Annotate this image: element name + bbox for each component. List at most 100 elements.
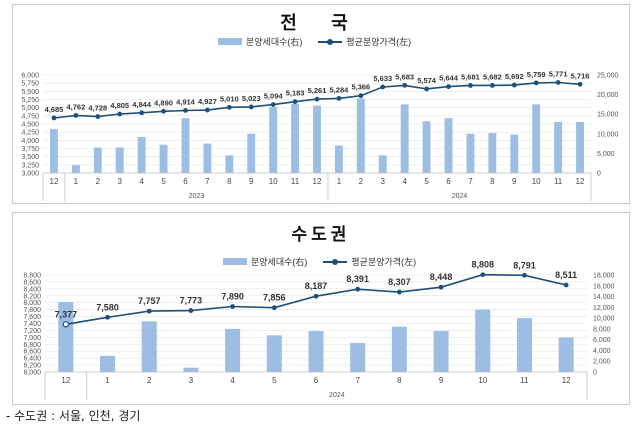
x-tick-label: 4 — [139, 177, 144, 186]
right-axis-tick: 25,000 — [597, 73, 619, 80]
right-axis-tick: 2,000 — [593, 359, 611, 366]
line-point — [161, 108, 166, 114]
bar — [100, 355, 116, 372]
left-axis-tick: 4,750 — [21, 113, 39, 120]
year-label: 2024 — [452, 193, 468, 200]
left-axis-tick: 5,250 — [21, 97, 39, 104]
bar — [554, 122, 563, 173]
data-label: 5,010 — [220, 94, 239, 103]
data-label: 7,757 — [138, 296, 161, 306]
line-point — [139, 110, 145, 116]
x-tick-label: 12 — [50, 177, 59, 186]
bar — [313, 105, 321, 173]
bar — [433, 331, 449, 372]
left-axis-tick: 6,600 — [23, 349, 41, 356]
line-point — [533, 80, 539, 86]
bar — [444, 118, 453, 173]
data-label: 5,261 — [308, 86, 327, 95]
x-tick-label: 4 — [402, 177, 407, 186]
data-label: 5,716 — [571, 71, 590, 80]
x-tick-label: 1 — [105, 376, 110, 385]
x-tick-label: 5 — [424, 177, 429, 186]
line-point — [205, 107, 210, 113]
x-tick-label: 6 — [183, 177, 188, 186]
line-point — [522, 272, 527, 278]
bar — [558, 337, 574, 372]
bar — [269, 107, 278, 173]
line-point — [511, 82, 517, 88]
data-label: 4,805 — [110, 101, 129, 110]
line-point — [446, 84, 451, 90]
left-axis-tick: 3,250 — [21, 162, 39, 169]
data-label: 7,580 — [96, 302, 119, 312]
legend-line-swatch — [318, 38, 343, 46]
data-label: 5,644 — [439, 74, 459, 83]
line-point — [480, 272, 486, 278]
data-label: 4,728 — [88, 104, 107, 113]
bar — [225, 328, 241, 372]
left-axis-tick: 8,400 — [23, 286, 41, 293]
legend-bar-swatch — [218, 38, 242, 45]
x-tick-label: 9 — [512, 177, 517, 186]
data-label: 8,791 — [513, 260, 536, 270]
right-axis-tick: 16,000 — [593, 283, 615, 290]
x-tick-label: 10 — [478, 376, 487, 385]
bar — [137, 136, 146, 173]
bar — [510, 134, 519, 173]
data-label: 7,377 — [55, 309, 78, 319]
data-label: 5,682 — [483, 72, 502, 81]
x-tick-label: 11 — [554, 177, 563, 186]
x-tick-label: 7 — [355, 376, 360, 385]
line-point — [355, 286, 361, 292]
line-point — [313, 293, 319, 299]
left-axis-tick: 4,500 — [21, 122, 39, 129]
line-point — [468, 83, 473, 88]
left-axis-tick: 7,400 — [23, 321, 41, 328]
data-label: 7,890 — [221, 292, 244, 302]
bar — [50, 129, 58, 173]
right-axis-tick: 5,000 — [597, 151, 615, 158]
legend-bar-swatch — [223, 258, 247, 265]
x-tick-label: 12 — [562, 376, 571, 385]
x-tick-label: 6 — [446, 177, 451, 186]
legend-line-swatch — [323, 258, 348, 266]
x-tick-label: 2 — [96, 177, 101, 186]
x-tick-label: 7 — [205, 177, 210, 186]
legend-bar-label: 분양세대수(右) — [246, 37, 303, 47]
left-axis-tick: 6,200 — [23, 363, 41, 370]
x-tick-label: 1 — [74, 177, 79, 186]
left-axis-tick: 8,600 — [23, 279, 41, 286]
right-axis-tick: 4,000 — [593, 348, 611, 355]
bar — [93, 147, 102, 173]
x-tick-label: 5 — [272, 376, 277, 385]
data-label: 4,685 — [45, 105, 64, 114]
line-point — [402, 82, 408, 88]
right-axis-tick: 10,000 — [593, 316, 615, 323]
bar — [159, 144, 168, 173]
line-point — [358, 93, 364, 99]
left-axis-tick: 3,500 — [21, 154, 39, 161]
year-label: 2023 — [189, 193, 205, 200]
data-label: 5,633 — [373, 74, 392, 83]
x-tick-label: 10 — [532, 177, 541, 186]
left-axis-tick: 6,000 — [23, 370, 41, 377]
bar — [350, 342, 366, 372]
right-axis-tick: 10,000 — [597, 131, 619, 138]
line-point — [380, 84, 386, 90]
bar — [391, 326, 407, 372]
x-tick-label: 8 — [490, 177, 495, 186]
chart-panel-capital: 수도권 분양세대수(右) 평균분양가격(左) 6,000 6,200 6,400 6,… — [12, 212, 630, 405]
bar — [58, 301, 74, 372]
chart-title-capital: 수도권 — [291, 225, 351, 245]
x-tick-label: 11 — [291, 177, 300, 186]
x-tick-label: 3 — [189, 376, 194, 385]
bar — [488, 133, 497, 173]
x-tick-label: 12 — [576, 177, 585, 186]
bar — [225, 155, 234, 173]
bar — [576, 122, 584, 173]
left-axis-tick: 5,000 — [21, 105, 39, 112]
line-point — [95, 114, 101, 119]
line-point — [270, 102, 276, 107]
left-axis-tick: 7,600 — [23, 314, 41, 321]
left-axis-tick: 6,400 — [23, 356, 41, 363]
